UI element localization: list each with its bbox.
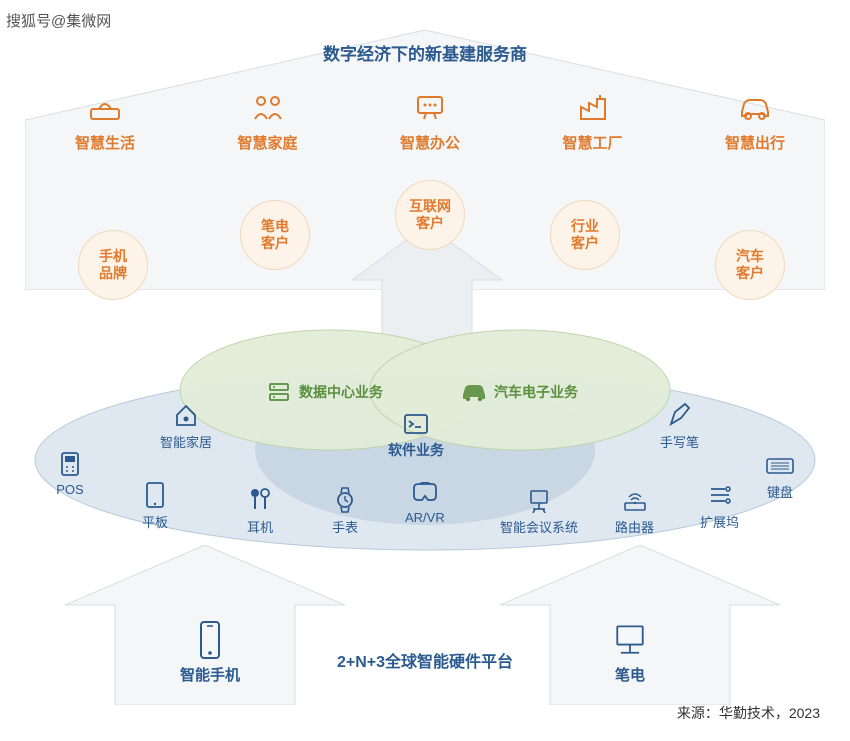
vr-icon [410,478,440,508]
cust-industry: 行业 客户 [550,200,620,270]
car-elec-icon [460,378,488,406]
family-icon [250,90,286,126]
pen-icon [665,400,695,430]
source-text: 来源：华勤技术，2023 [677,703,820,723]
hw-earbud: 耳机 [245,485,275,536]
office-icon [412,90,448,126]
terminal-icon [402,410,430,438]
tablet-icon [140,480,170,510]
hw-pen: 手写笔 [660,400,699,451]
biz-auto-elec: 汽车电子业务 [460,378,578,406]
hw-router: 路由器 [615,485,654,536]
dock-icon [705,480,735,510]
server-icon [265,378,293,406]
pos-icon [55,450,85,480]
smart-item-family: 智慧家庭 [208,90,328,153]
hw-pos: POS [55,450,85,497]
cust-internet: 互联网 客户 [395,180,465,250]
smart-label: 智慧家庭 [237,132,297,153]
projector-icon [524,485,554,515]
smart-item-office: 智慧办公 [370,90,490,153]
cust-phone-brand: 手机 品牌 [78,230,148,300]
smart-categories-row: 智慧生活 智慧家庭 智慧办公 智慧工厂 智慧出行 [45,90,815,153]
keyboard-icon [765,450,795,480]
hw-arvr: AR/VR [405,478,445,525]
biz-software: 软件业务 [388,410,444,460]
smart-label: 智慧工厂 [562,132,622,153]
home-icon [171,400,201,430]
smart-label: 智慧生活 [75,132,135,153]
watermark-text: 搜狐号@集微网 [6,10,111,31]
smart-item-life: 智慧生活 [45,90,165,153]
hw-smart-home: 智能家居 [160,400,212,451]
cust-laptop: 笔电 客户 [240,200,310,270]
router-icon [620,485,650,515]
hw-tablet: 平板 [140,480,170,531]
smart-label: 智慧出行 [725,132,785,153]
smart-item-factory: 智慧工厂 [533,90,653,153]
car-icon [737,90,773,126]
biz-data-center: 数据中心业务 [265,378,383,406]
factory-icon [575,90,611,126]
earbud-icon [245,485,275,515]
top-title: 数字经济下的新基建服务商 [0,40,850,65]
bottom-title: 2+N+3全球智能硬件平台 [0,648,850,672]
life-icon [87,90,123,126]
watch-icon [330,485,360,515]
customer-circles-row: 手机 品牌 笔电 客户 互联网 客户 行业 客户 汽车 客户 [50,185,810,295]
hw-conference: 智能会议系统 [500,485,578,536]
cust-auto: 汽车 客户 [715,230,785,300]
hw-dock: 扩展坞 [700,480,739,531]
smart-item-travel: 智慧出行 [695,90,815,153]
hw-watch: 手表 [330,485,360,536]
hw-keyboard: 键盘 [765,450,795,501]
smart-label: 智慧办公 [400,132,460,153]
